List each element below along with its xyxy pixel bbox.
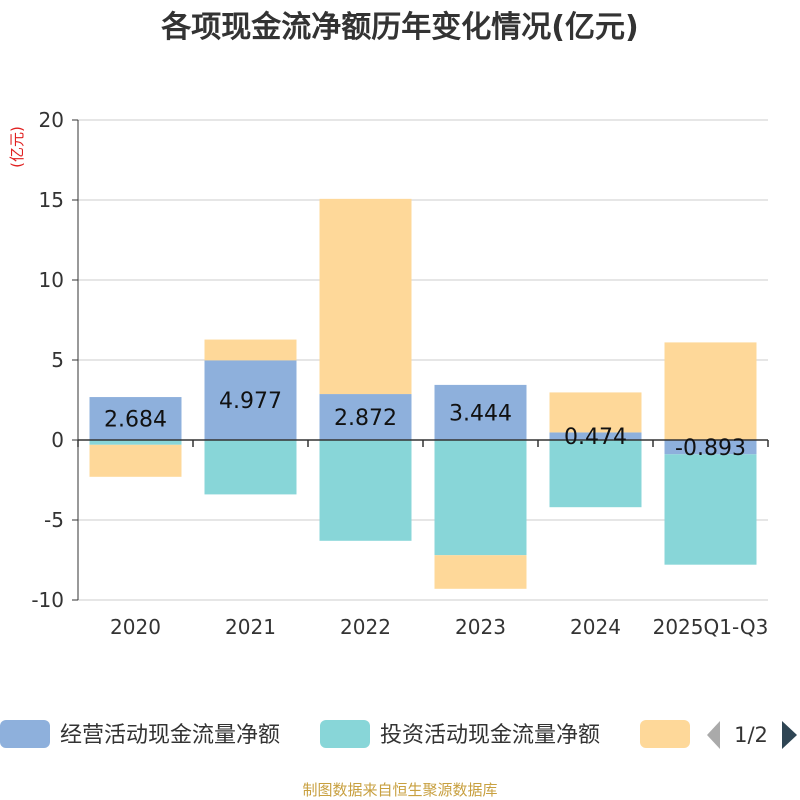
bar-1-2022 (319, 394, 412, 440)
bar-1-2023 (434, 384, 527, 440)
y-tick-label: -5 (44, 508, 64, 532)
bars (89, 198, 757, 589)
legend-page: 1/2 (734, 723, 768, 747)
y-tick-label: 15 (39, 188, 64, 212)
bar-2-2021 (204, 440, 297, 495)
bar-3-2025Q1-Q3 (664, 342, 757, 440)
legend-swatch (640, 720, 690, 748)
bar-2-2025Q1-Q3 (664, 454, 757, 565)
data-label: 0.474 (564, 425, 627, 450)
data-label: 4.977 (219, 389, 282, 414)
x-tick-label: 2023 (455, 615, 506, 639)
legend-label: 经营活动现金流量净额 (60, 723, 280, 748)
legend-label: 投资活动现金流量净额 (380, 723, 600, 748)
x-tick-label: 2022 (340, 615, 391, 639)
y-tick-label: 5 (51, 348, 64, 372)
y-axis-unit: (亿元) (8, 126, 26, 168)
bar-2-2024 (549, 440, 642, 508)
bar-1-2021 (204, 360, 297, 440)
data-label: -0.893 (675, 436, 746, 461)
bar-1-2025Q1-Q3 (664, 440, 757, 455)
legend-swatch (320, 720, 370, 748)
legend-prev-icon[interactable] (707, 721, 720, 749)
bar-2-2023 (434, 440, 527, 556)
legend-next-icon[interactable] (782, 721, 797, 749)
bar-3-2021 (204, 339, 297, 361)
chart-title: 各项现金流净额历年变化情况(亿元) (160, 10, 638, 45)
data-labels: 2.684 4.977 2.872 3.444 0.474 -0.893 (104, 389, 746, 461)
data-label: 3.444 (449, 401, 512, 426)
source-note: 制图数据来自恒生聚源数据库 (302, 781, 497, 799)
x-tick-label: 2021 (225, 615, 276, 639)
y-tick-label: 20 (39, 108, 64, 132)
bar-3-2024 (549, 392, 642, 433)
data-label: 2.872 (334, 406, 397, 431)
bar-1-2020 (89, 397, 182, 440)
y-tick-label: 0 (51, 428, 64, 452)
data-label: 2.684 (104, 408, 167, 433)
bar-3-2023 (434, 555, 527, 589)
bar-2-2022 (319, 440, 412, 541)
x-tick-label: 2020 (110, 615, 161, 639)
bar-1-2024 (549, 432, 642, 440)
y-tick-label: 10 (39, 268, 64, 292)
legend-swatch (0, 720, 50, 748)
x-tick-label: 2024 (570, 615, 621, 639)
legend: 经营活动现金流量净额 投资活动现金流量净额 1/2 (0, 720, 797, 749)
y-tick-label: -10 (31, 588, 64, 612)
bar-3-2020 (89, 444, 182, 477)
bar-2-2020 (89, 440, 182, 445)
x-tick-label: 2025Q1-Q3 (653, 615, 769, 639)
bar-3-2022 (319, 198, 412, 395)
